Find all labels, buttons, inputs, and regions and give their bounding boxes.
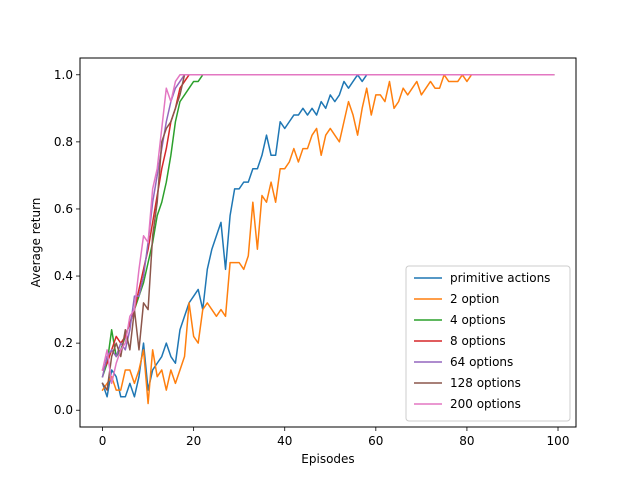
- x-tick-label: 0: [99, 434, 107, 448]
- y-tick-label: 0.0: [54, 403, 73, 417]
- x-tick-label: 60: [368, 434, 383, 448]
- legend-entry-label: 4 options: [450, 313, 506, 327]
- x-tick-label: 100: [547, 434, 570, 448]
- y-tick-label: 1.0: [54, 68, 73, 82]
- series-layer: [101, 74, 555, 405]
- legend: primitive actions 2 option 4 options 8 opti…: [405, 265, 571, 422]
- x-tick-label: 40: [277, 434, 292, 448]
- legend-entry-label: 2 option: [450, 292, 499, 306]
- y-tick-label: 0.2: [54, 336, 73, 350]
- x-tick-label: 80: [459, 434, 474, 448]
- legend-entry-label: 200 options: [450, 397, 521, 411]
- y-tick-label: 0.6: [54, 202, 73, 216]
- x-axis-ticks: 0 20 40 60 80 100: [99, 427, 570, 448]
- y-tick-label: 0.4: [54, 269, 73, 283]
- legend-entry-label: primitive actions: [450, 271, 550, 285]
- x-axis-label: Episodes: [301, 452, 354, 466]
- series-line-7: [101, 74, 555, 385]
- axes-frame: [79, 57, 577, 428]
- legend-entry-label: 64 options: [450, 355, 513, 369]
- y-tick-label: 0.8: [54, 135, 73, 149]
- x-tick-label: 20: [186, 434, 201, 448]
- legend-entry-label: 8 options: [450, 334, 506, 348]
- y-axis-ticks: 0.0 0.2 0.4 0.6 0.8 1.0: [54, 68, 80, 417]
- legend-entry-label: 128 options: [450, 376, 521, 390]
- y-axis-label: Average return: [29, 198, 43, 288]
- legend-box: [405, 265, 571, 422]
